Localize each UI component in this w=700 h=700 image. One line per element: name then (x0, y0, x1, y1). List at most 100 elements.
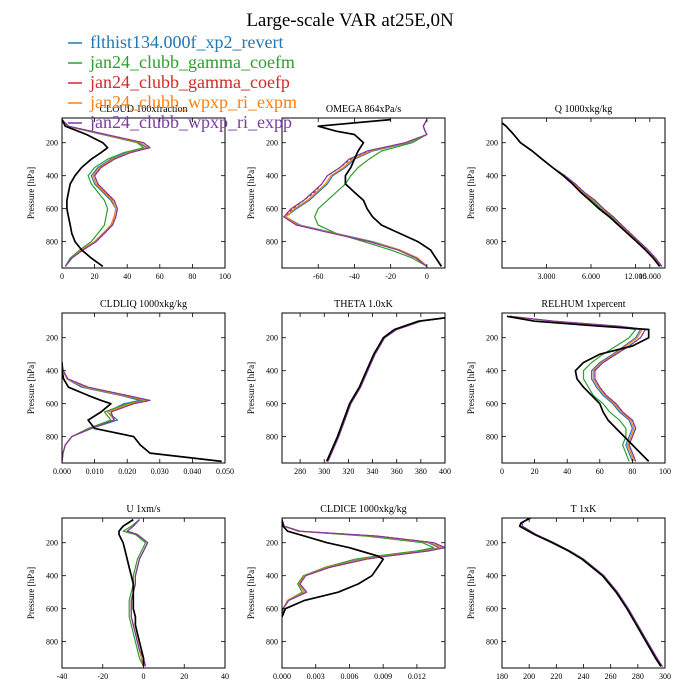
x-tick-label: -20 (385, 272, 396, 281)
series-line-5 (518, 518, 662, 667)
y-tick-label: 400 (266, 572, 278, 581)
panels: CLOUD 100xfraction Pressure [hPa] 0 20 40 60 8… (26, 104, 671, 681)
legend-label: jan24_clubb_gamma_coefm (89, 52, 295, 72)
y-tick-label: 800 (46, 433, 58, 442)
series-line-4 (283, 119, 428, 267)
series-line-4 (502, 122, 663, 267)
y-tick-label: 600 (486, 400, 498, 409)
series-line-1 (62, 362, 145, 462)
series-line-5 (62, 362, 222, 463)
plot-frame (501, 117, 666, 269)
y-tick-label: 600 (486, 205, 498, 214)
y-tick-label: 600 (266, 605, 278, 614)
x-tick-label: 0.010 (86, 467, 104, 476)
y-axis-label: Pressure [hPa] (26, 362, 36, 414)
panel-7: CLDICE 1000xkg/kg Pressure [hPa] 0.000 0.00… (246, 504, 446, 681)
y-axis-label: Pressure [hPa] (466, 362, 476, 414)
x-tick-label: -20 (97, 672, 108, 681)
series-line-3 (282, 519, 443, 617)
y-tick-label: 200 (486, 539, 498, 548)
x-tick-label: 80 (628, 467, 636, 476)
y-tick-label: 800 (46, 238, 58, 247)
panel-title: RELHUM 1xpercent (541, 299, 625, 310)
y-tick-label: 200 (46, 139, 58, 148)
x-tick-label: 12.000 (624, 272, 646, 281)
plot-frame (61, 117, 226, 269)
x-tick-label: -40 (57, 672, 68, 681)
x-tick-label: 300 (318, 467, 330, 476)
x-tick-label: 0 (500, 467, 504, 476)
x-tick-label: 60 (156, 272, 164, 281)
legend-label: jan24_clubb_gamma_coefp (89, 72, 290, 92)
y-tick-label: 600 (46, 605, 58, 614)
y-axis-label: Pressure [hPa] (26, 567, 36, 619)
x-tick-label: -40 (349, 272, 360, 281)
x-tick-label: 0 (142, 672, 146, 681)
series-line-3 (62, 119, 149, 267)
panel-title: Q 1000xkg/kg (555, 104, 613, 115)
y-axis-label: Pressure [hPa] (246, 167, 256, 219)
x-tick-label: 100 (659, 467, 671, 476)
panel-6: U 1xm/s Pressure [hPa] -40 -20 0 20 40 200 400 60… (26, 504, 229, 681)
plot-frame (501, 517, 666, 669)
y-tick-label: 400 (266, 367, 278, 376)
panel-title: CLDLIQ 1000xkg/kg (100, 299, 187, 310)
panel-title: CLDICE 1000xkg/kg (320, 504, 406, 515)
y-axis-label: Pressure [hPa] (246, 362, 256, 414)
series-line-2 (327, 317, 445, 462)
y-tick-label: 400 (486, 172, 498, 181)
y-axis-label: Pressure [hPa] (466, 567, 476, 619)
x-tick-label: 80 (188, 272, 196, 281)
series-line-3 (521, 518, 663, 667)
series-line-1 (327, 317, 445, 462)
plot-frame (61, 312, 226, 464)
panel-4: THETA 1.0xK Pressure [hPa] 280 300 320 340 360… (246, 299, 451, 476)
series-line-5 (325, 317, 445, 462)
y-tick-label: 600 (46, 205, 58, 214)
panel-0: CLOUD 100xfraction Pressure [hPa] 0 20 40 60 8… (26, 104, 231, 281)
series-line-0 (282, 519, 440, 617)
x-tick-label: 0.012 (408, 672, 426, 681)
y-tick-label: 800 (486, 238, 498, 247)
x-tick-label: 0.000 (53, 467, 71, 476)
y-tick-label: 800 (46, 638, 58, 647)
series-line-3 (502, 122, 662, 267)
series-line-4 (510, 315, 647, 462)
series-line-4 (126, 519, 149, 667)
y-tick-label: 200 (46, 539, 58, 548)
series-line-3 (327, 317, 445, 462)
series-line-2 (502, 122, 663, 267)
series-line-0 (521, 518, 663, 667)
y-tick-label: 600 (486, 605, 498, 614)
legend-label: flthist134.000f_xp2_revert (90, 32, 283, 52)
y-tick-label: 800 (266, 638, 278, 647)
x-tick-label: 20 (531, 467, 539, 476)
y-tick-label: 200 (486, 334, 498, 343)
series-line-1 (282, 519, 435, 617)
y-tick-label: 400 (486, 572, 498, 581)
x-tick-label: 380 (415, 467, 427, 476)
series-line-5 (282, 519, 385, 618)
series-line-4 (62, 119, 151, 267)
series-line-5 (506, 315, 650, 462)
x-tick-label: 40 (221, 672, 229, 681)
x-tick-label: 0.030 (151, 467, 169, 476)
legend: flthist134.000f_xp2_revertjan24_clubb_ga… (68, 32, 297, 132)
panel-3: CLDLIQ 1000xkg/kg Pressure [hPa] 0.000 0.01… (26, 299, 234, 476)
x-tick-label: -60 (313, 272, 324, 281)
y-tick-label: 800 (266, 238, 278, 247)
x-tick-label: 220 (550, 672, 562, 681)
y-tick-label: 200 (266, 539, 278, 548)
legend-label: jan24_clubb_wpxp_ri_expm (89, 92, 297, 112)
y-tick-label: 400 (46, 172, 58, 181)
y-tick-label: 800 (486, 638, 498, 647)
y-tick-label: 200 (266, 139, 278, 148)
y-tick-label: 600 (266, 400, 278, 409)
x-tick-label: 0.000 (273, 672, 291, 681)
x-tick-label: 40 (123, 272, 131, 281)
y-axis-label: Pressure [hPa] (26, 167, 36, 219)
x-tick-label: 240 (578, 672, 590, 681)
y-tick-label: 800 (486, 433, 498, 442)
x-tick-label: 320 (342, 467, 354, 476)
